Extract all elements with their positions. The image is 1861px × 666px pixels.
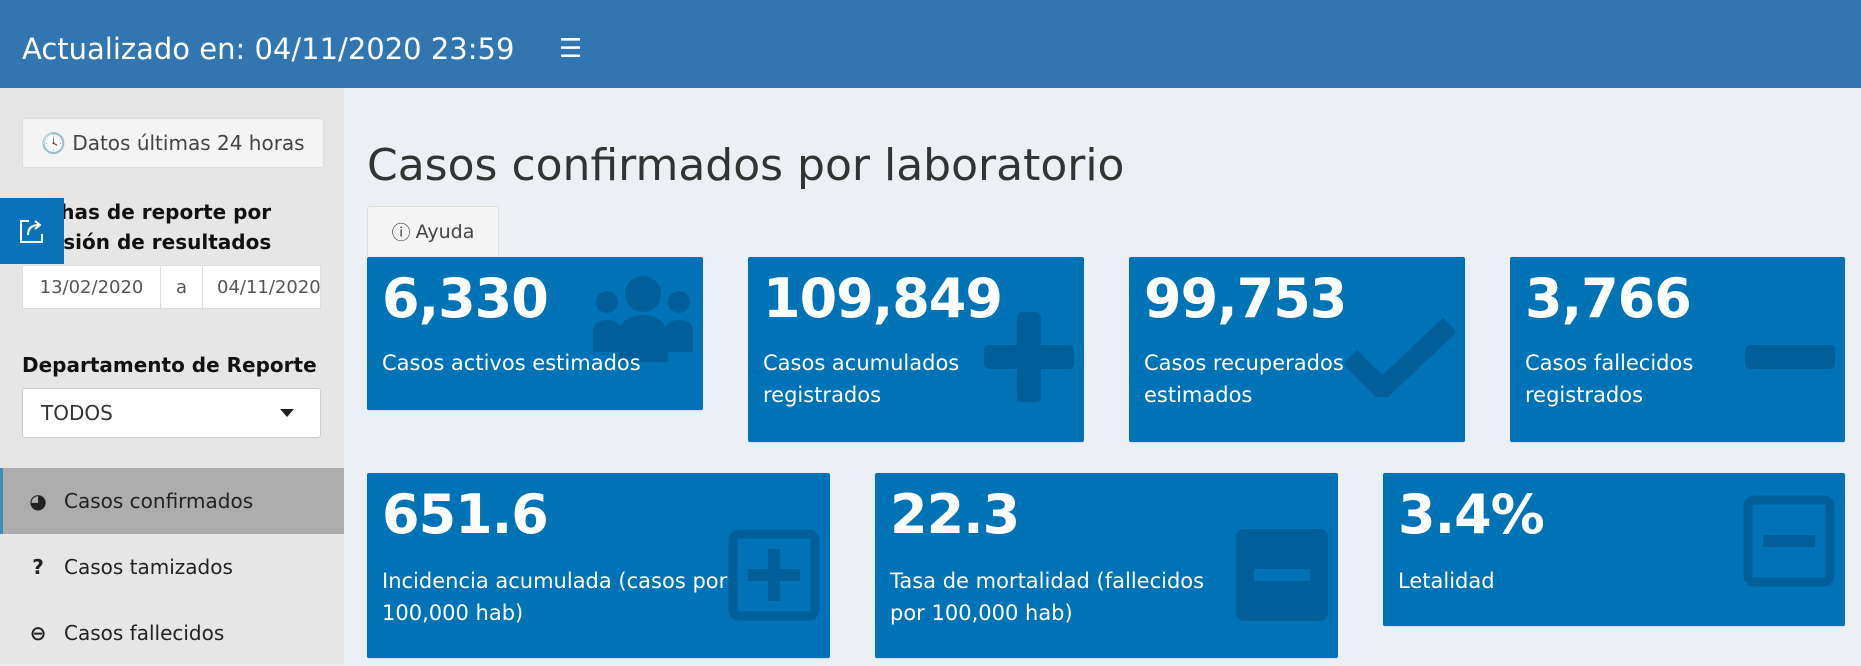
- card-label: Casos acumulados registrados: [763, 351, 960, 407]
- card-value: 3.4%: [1398, 483, 1545, 546]
- card-casos-activos: 6,330 Casos activos estimados: [367, 257, 703, 410]
- nav-casos-confirmados[interactable]: ◕ Casos confirmados: [0, 468, 344, 534]
- users-icon: [593, 276, 693, 362]
- department-select[interactable]: TODOS: [22, 388, 321, 438]
- minus-square-o-icon: [1743, 495, 1835, 587]
- card-label: Incidencia acumulada (casos por 100,000 …: [382, 569, 728, 625]
- nav-casos-fallecidos[interactable]: ⊖ Casos fallecidos: [0, 600, 344, 666]
- update-title: Actualizado en: 04/11/2020 23:59: [22, 32, 515, 66]
- card-label: Tasa de mortalidad (fallecidos por 100,0…: [890, 569, 1205, 625]
- card-casos-fallecidos: 3,766 Casos fallecidos registrados: [1510, 257, 1845, 442]
- minus-square-icon: [1236, 529, 1328, 621]
- info-icon: ⓘ: [391, 222, 411, 244]
- card-casos-recuperados: 99,753 Casos recuperados estimados: [1129, 257, 1465, 442]
- help-tab[interactable]: ⓘ Ayuda: [367, 206, 499, 256]
- date-from-input[interactable]: 13/02/2020: [23, 266, 161, 308]
- nav-label: Casos fallecidos: [64, 621, 225, 645]
- card-label: Casos fallecidos registrados: [1525, 351, 1694, 407]
- nav-label: Casos tamizados: [64, 555, 233, 579]
- sidebar: 🕓 Datos últimas 24 horas Fechas de repor…: [0, 88, 344, 665]
- date-separator: a: [161, 266, 203, 308]
- date-range-input: 13/02/2020 a 04/11/2020: [22, 265, 321, 309]
- help-label: Ayuda: [415, 220, 475, 243]
- card-value: 651.6: [382, 483, 549, 546]
- card-value: 22.3: [890, 483, 1020, 546]
- card-value: 3,766: [1525, 267, 1692, 330]
- plus-icon: [984, 312, 1074, 402]
- plus-square-icon: [728, 529, 820, 621]
- last-24h-label: Datos últimas 24 horas: [72, 131, 305, 155]
- card-value: 6,330: [382, 267, 549, 330]
- date-to-input[interactable]: 04/11/2020: [217, 276, 320, 298]
- share-icon: [20, 220, 43, 243]
- clock-icon: 🕓: [41, 131, 67, 155]
- page-title: Casos confirmados por laboratorio: [367, 140, 1125, 191]
- card-incidencia: 651.6 Incidencia acumulada (casos por 10…: [367, 473, 830, 658]
- nav-casos-tamizados[interactable]: ? Casos tamizados: [0, 534, 344, 600]
- department-value: TODOS: [41, 401, 113, 425]
- card-value: 109,849: [763, 267, 1003, 330]
- dashboard-icon: ◕: [29, 489, 47, 513]
- hamburger-icon[interactable]: ☰: [559, 34, 583, 64]
- card-letalidad: 3.4% Letalidad: [1383, 473, 1845, 626]
- nav-label: Casos confirmados: [64, 489, 254, 513]
- card-tasa-mortalidad: 22.3 Tasa de mortalidad (fallecidos por …: [875, 473, 1338, 658]
- share-button[interactable]: [0, 198, 64, 264]
- department-label: Departamento de Reporte: [22, 353, 317, 377]
- card-casos-acumulados: 109,849 Casos acumulados registrados: [748, 257, 1084, 442]
- caret-down-icon: [280, 409, 294, 417]
- card-label: Letalidad: [1398, 569, 1495, 593]
- card-label: Casos recuperados estimados: [1144, 351, 1344, 407]
- minus-circle-icon: ⊖: [29, 621, 47, 645]
- minus-icon: [1745, 345, 1835, 369]
- check-icon: [1345, 317, 1455, 397]
- header: Actualizado en: 04/11/2020 23:59 ☰: [0, 0, 1861, 88]
- question-icon: ?: [32, 555, 44, 579]
- card-value: 99,753: [1144, 267, 1347, 330]
- last-24h-button[interactable]: 🕓 Datos últimas 24 horas: [22, 118, 324, 168]
- card-label: Casos activos estimados: [382, 351, 641, 375]
